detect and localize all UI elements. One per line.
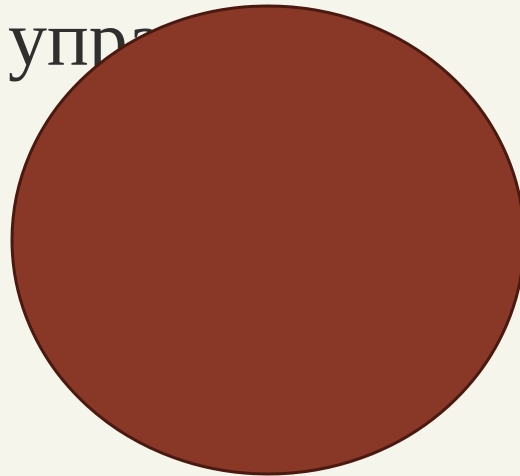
ellipse-fill [10, 4, 520, 476]
